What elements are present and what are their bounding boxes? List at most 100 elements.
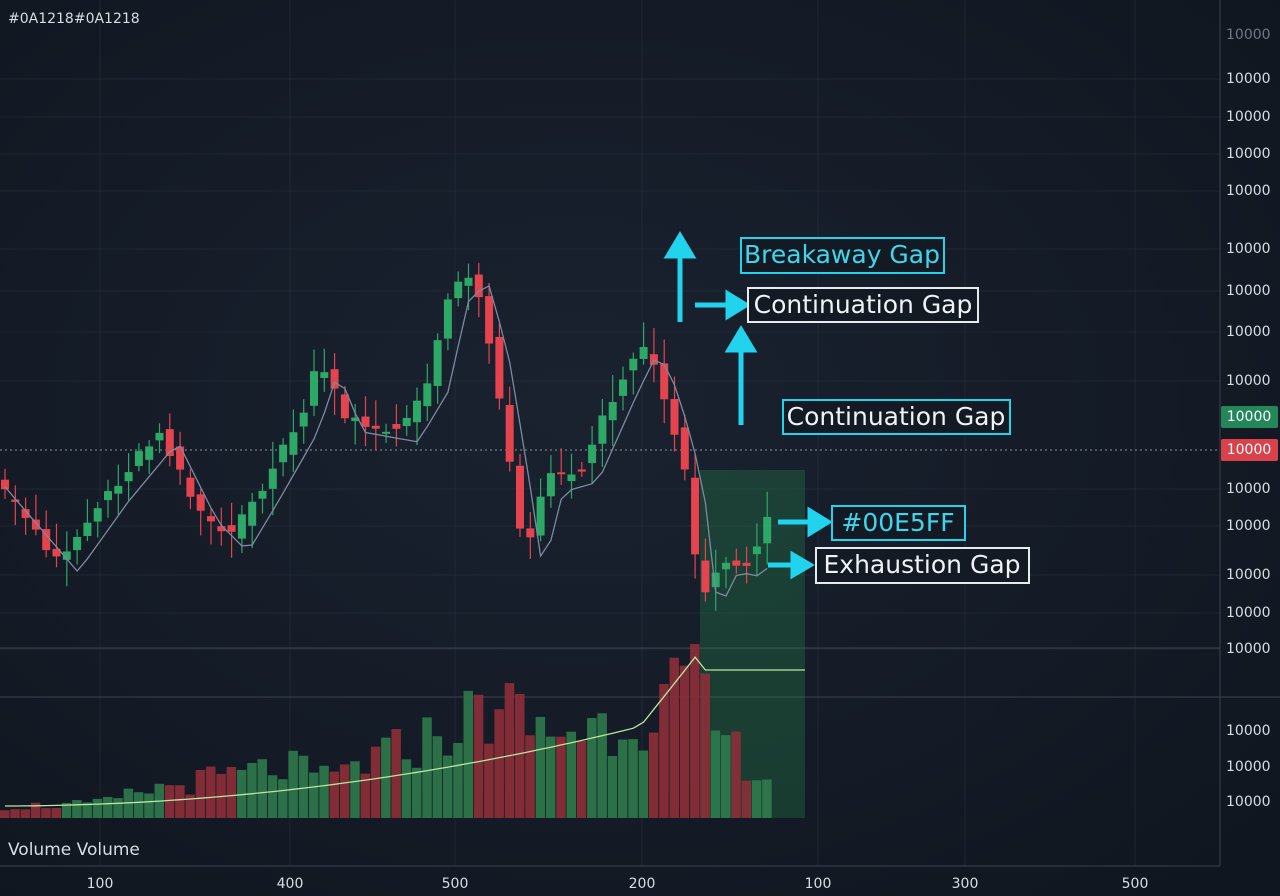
- time-label: 200: [629, 876, 656, 892]
- volume-bar: [525, 735, 535, 818]
- candle-body: [536, 496, 545, 536]
- volume-bar: [195, 769, 206, 818]
- candle-body: [279, 444, 288, 463]
- price-label: 10000: [1226, 324, 1271, 340]
- volume-bar: [401, 759, 412, 818]
- candle-body: [691, 477, 700, 555]
- volume-bar: [30, 802, 41, 818]
- volume-label: 10000: [1226, 723, 1271, 739]
- volume-bar: [144, 793, 154, 818]
- candle-body: [186, 477, 195, 497]
- volume-bar: [597, 713, 607, 818]
- price-label: 10000: [1226, 146, 1271, 162]
- volume-bar: [133, 792, 144, 818]
- title: #0A1218#0A1218: [8, 11, 140, 27]
- volume-bar: [113, 798, 123, 818]
- volume-bar: [669, 657, 679, 818]
- candle-body: [73, 536, 82, 551]
- price-axis: 10000 10000 10000 10000 10000 10000 10000 10000…: [1226, 71, 1271, 657]
- volume-bar: [103, 796, 113, 818]
- volume-bar: [659, 684, 669, 818]
- candle-body: [31, 519, 40, 530]
- volume-bar: [257, 759, 267, 818]
- annotation: #00E5FF: [841, 508, 954, 537]
- candle-body: [176, 446, 185, 470]
- volume-bar: [339, 764, 350, 818]
- candle-body: [454, 281, 463, 299]
- time-label: 100: [805, 876, 832, 892]
- volume-bar: [556, 736, 566, 818]
- candle-body: [402, 417, 411, 427]
- candle-body: [382, 431, 391, 434]
- candle-body: [83, 522, 92, 536]
- price-label: 10000: [1226, 481, 1271, 497]
- candle-body: [217, 526, 226, 532]
- volume-bar: [535, 716, 546, 818]
- candle-body: [196, 494, 205, 511]
- candle-body: [371, 425, 380, 429]
- candle-body: [557, 472, 566, 475]
- candle-body: [546, 473, 555, 497]
- volume-bar: [370, 746, 381, 818]
- candle-body: [670, 398, 679, 435]
- time-label: 500: [442, 876, 469, 892]
- volume-bar: [679, 665, 690, 818]
- green-tag-bg: [1221, 406, 1278, 428]
- volume-bar: [288, 750, 298, 818]
- candle-body: [268, 468, 277, 489]
- volume-bar: [648, 732, 659, 818]
- candle-body: [258, 490, 267, 499]
- candle-body: [330, 369, 339, 389]
- candle-body: [361, 416, 370, 427]
- candle-body: [701, 560, 710, 593]
- volume-label: 10000: [1226, 759, 1271, 775]
- volume-bar: [381, 737, 391, 818]
- annotation-box: [815, 547, 1030, 584]
- candle-body: [310, 371, 318, 406]
- volume-bar: [721, 735, 731, 818]
- volume-bar: [175, 785, 185, 818]
- candle-body: [155, 432, 164, 441]
- arrows: [663, 231, 833, 580]
- volume-bar: [92, 798, 103, 818]
- volume-bar: [618, 739, 628, 818]
- time-axis: 100 400 500 200 100 300 500: [87, 876, 1149, 892]
- candle-body: [577, 469, 586, 472]
- candle-body: [752, 546, 761, 555]
- candle-body: [629, 358, 638, 371]
- candle-body: [21, 509, 30, 518]
- candle-body: [42, 529, 51, 551]
- annotation: Exhaustion Gap: [823, 550, 1020, 579]
- price-label: 10000: [1226, 373, 1271, 389]
- candle-body: [649, 354, 658, 365]
- volume-bar: [494, 709, 504, 818]
- candle-body: [619, 379, 627, 396]
- candle-body: [464, 277, 473, 286]
- candle-body: [588, 444, 597, 464]
- price-label: 10000: [1226, 283, 1271, 299]
- price-label: 10000: [1226, 183, 1271, 199]
- annotation-box: [747, 287, 979, 323]
- price-label: 10000: [1226, 641, 1271, 657]
- volume-bar: [576, 740, 587, 818]
- candle-body: [423, 383, 432, 407]
- candle-body: [52, 548, 61, 557]
- volume-bar: [545, 736, 556, 818]
- candle-body: [711, 572, 720, 588]
- volume-bar: [0, 810, 10, 818]
- volume-bar: [690, 643, 700, 818]
- candle-body: [351, 417, 360, 422]
- candle-body: [104, 491, 112, 501]
- red-tag: 10000: [1227, 442, 1272, 458]
- volume-average: [5, 656, 805, 807]
- candle-body: [722, 562, 730, 570]
- volume-bar: [473, 694, 484, 818]
- annotation-box: [782, 399, 1011, 435]
- candle-body: [340, 394, 349, 419]
- candle-body: [145, 446, 154, 460]
- volume-bar: [710, 730, 721, 818]
- volume-bar: [20, 809, 31, 818]
- candle-body: [413, 400, 421, 423]
- candle-body: [495, 336, 504, 399]
